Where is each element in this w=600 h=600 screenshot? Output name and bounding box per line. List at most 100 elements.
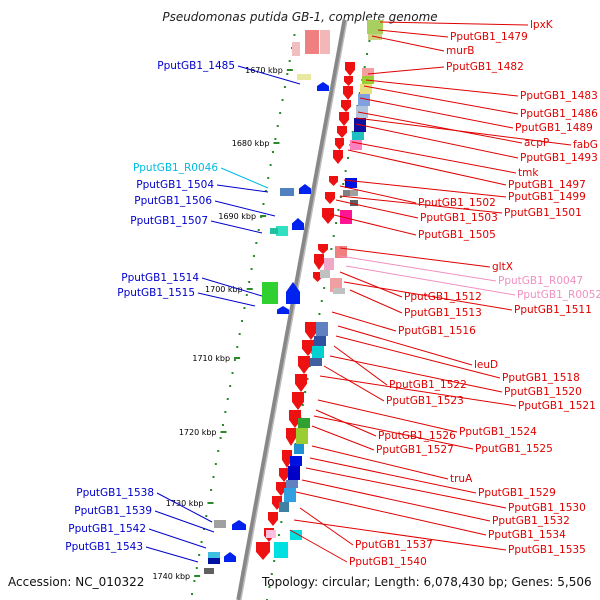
guide-dot-left xyxy=(279,112,282,114)
gene-label-pputgb1-1530[interactable]: PputGB1_1530 xyxy=(508,502,586,514)
plus-strand-gene-arrow xyxy=(318,244,328,254)
guide-dot-right xyxy=(320,300,323,302)
guide-dot-right xyxy=(363,66,366,68)
scale-tick-label: 1670 kbp xyxy=(245,66,283,75)
gene-label-pputgb1-1483[interactable]: PputGB1_1483 xyxy=(520,90,598,102)
gene-label-pputgb1-1523[interactable]: PputGB1_1523 xyxy=(386,395,464,407)
gene-label-pputgb1-1516[interactable]: PputGB1_1516 xyxy=(398,325,476,337)
leader-line xyxy=(339,195,503,214)
gene-label-pputgb1-1526[interactable]: PputGB1_1526 xyxy=(378,430,456,442)
gene-label-leud[interactable]: leuD xyxy=(474,359,498,371)
genome-backbone-highlight xyxy=(240,19,348,600)
leader-line xyxy=(220,167,269,189)
leader-line xyxy=(379,21,529,26)
gene-label-pputgb1-1529[interactable]: PputGB1_1529 xyxy=(478,487,556,499)
gene-label-pputgb1-1489[interactable]: PputGB1_1489 xyxy=(515,122,593,134)
gene-label-murb[interactable]: murB xyxy=(446,45,474,57)
gene-domain-box xyxy=(266,530,276,538)
guide-dot-left xyxy=(243,307,246,309)
gene-label-pputgb1-1515[interactable]: PputGB1_1515 xyxy=(117,287,195,299)
gene-label-pputgb1-1520[interactable]: PputGB1_1520 xyxy=(504,386,582,398)
gene-label-pputgb1-1534[interactable]: PputGB1_1534 xyxy=(488,529,566,541)
guide-dot-right xyxy=(339,196,342,198)
gene-label-pputgb1-1540[interactable]: PputGB1_1540 xyxy=(349,556,427,568)
gene-label-pputgb1-1503[interactable]: PputGB1_1503 xyxy=(420,212,498,224)
gene-label-pputgb1-1538[interactable]: PputGB1_1538 xyxy=(76,487,154,499)
gene-label-pputgb1-1542[interactable]: PputGB1_1542 xyxy=(68,523,146,535)
gene-label-pputgb1-1497[interactable]: PputGB1_1497 xyxy=(508,179,586,191)
gene-label-pputgb1-1543[interactable]: PputGB1_1543 xyxy=(65,541,143,553)
gene-domain-box xyxy=(208,558,220,564)
gene-domain-box xyxy=(290,530,302,540)
gene-label-pputgb1-1527[interactable]: PputGB1_1527 xyxy=(376,444,454,456)
gene-label-pputgb1-1521[interactable]: PputGB1_1521 xyxy=(518,400,596,412)
gene-label-pputgb1-1513[interactable]: PputGB1_1513 xyxy=(404,307,482,319)
gene-domain-box xyxy=(350,140,362,150)
gene-domain-box xyxy=(350,190,358,196)
leader-line xyxy=(237,65,301,85)
plus-strand-gene-arrow xyxy=(256,542,270,560)
gene-label-pputgb1-1493[interactable]: PputGB1_1493 xyxy=(520,152,598,164)
gene-label-pputgb1-r0047[interactable]: PputGB1_R0047 xyxy=(498,275,583,287)
plus-strand-gene-arrow xyxy=(313,272,322,282)
guide-dot-left xyxy=(229,385,232,387)
gene-label-pputgb1-1539[interactable]: PputGB1_1539 xyxy=(74,505,152,517)
gene-label-fabg[interactable]: fabG xyxy=(573,139,598,151)
plus-strand-gene-arrow xyxy=(322,208,334,224)
plus-strand-gene-arrow xyxy=(343,86,353,100)
genome-backbone xyxy=(236,19,348,600)
plus-strand-gene-arrow xyxy=(276,482,286,496)
gene-domain-box xyxy=(274,542,288,558)
gene-label-pputgb1-1501[interactable]: PputGB1_1501 xyxy=(504,207,582,219)
guide-dot-left xyxy=(272,151,275,153)
gene-label-trua[interactable]: truA xyxy=(450,473,473,485)
gene-label-pputgb1-1532[interactable]: PputGB1_1532 xyxy=(492,515,570,527)
guide-dot-left xyxy=(202,528,205,530)
gene-label-pputgb1-1504[interactable]: PputGB1_1504 xyxy=(136,179,214,191)
gene-label-pputgb1-1525[interactable]: PputGB1_1525 xyxy=(475,443,553,455)
gene-label-tmk[interactable]: tmk xyxy=(518,167,539,179)
plus-strand-gene-arrow xyxy=(305,322,317,340)
leader-line xyxy=(355,117,572,146)
guide-dot-right xyxy=(273,560,276,562)
gene-label-pputgb1-1514[interactable]: PputGB1_1514 xyxy=(121,272,199,284)
leader-line xyxy=(347,149,507,186)
gene-label-pputgb1-1506[interactable]: PputGB1_1506 xyxy=(134,195,212,207)
gene-domain-box xyxy=(360,84,372,94)
gene-label-gltx[interactable]: gltX xyxy=(492,261,513,273)
gene-label-lpxk[interactable]: lpxK xyxy=(530,19,554,31)
gene-label-pputgb1-1522[interactable]: PputGB1_1522 xyxy=(389,379,467,391)
gene-label-pputgb1-1485[interactable]: PputGB1_1485 xyxy=(157,60,235,72)
plus-strand-gene-arrow xyxy=(279,468,289,482)
leader-line xyxy=(216,184,269,193)
leader-line xyxy=(293,519,507,551)
leader-line xyxy=(333,345,388,386)
gene-domain-box xyxy=(324,258,334,270)
leader-line xyxy=(331,311,397,332)
gene-label-pputgb1-1537[interactable]: PputGB1_1537 xyxy=(355,539,433,551)
gene-label-pputgb1-1512[interactable]: PputGB1_1512 xyxy=(404,291,482,303)
scale-tick-label: 1690 kbp xyxy=(218,212,256,221)
gene-label-pputgb1-1535[interactable]: PputGB1_1535 xyxy=(508,544,586,556)
gene-label-pputgb1-1507[interactable]: PputGB1_1507 xyxy=(130,215,208,227)
guide-dot-right xyxy=(270,573,273,575)
gene-label-pputgb1-1482[interactable]: PputGB1_1482 xyxy=(446,61,524,73)
gene-label-pputgb1-1505[interactable]: PputGB1_1505 xyxy=(418,229,496,241)
gene-label-acpp[interactable]: acpP xyxy=(524,137,549,149)
gene-label-pputgb1-r0046[interactable]: PputGB1_R0046 xyxy=(133,162,218,174)
gene-domain-box xyxy=(340,210,352,224)
guide-dot-left xyxy=(262,203,265,205)
gene-label-pputgb1-1502[interactable]: PputGB1_1502 xyxy=(418,197,496,209)
gene-label-pputgb1-1486[interactable]: PputGB1_1486 xyxy=(520,108,598,120)
gene-domain-box xyxy=(288,466,300,480)
gene-label-pputgb1-1479[interactable]: PputGB1_1479 xyxy=(450,31,528,43)
leader-line xyxy=(305,467,507,509)
gene-label-pputgb1-1511[interactable]: PputGB1_1511 xyxy=(514,304,592,316)
gene-label-pputgb1-1524[interactable]: PputGB1_1524 xyxy=(459,426,537,438)
guide-dot-right xyxy=(344,170,347,172)
gene-label-pputgb1-r0052[interactable]: PputGB1_R0052 xyxy=(517,289,600,301)
gene-label-pputgb1-1518[interactable]: PputGB1_1518 xyxy=(502,372,580,384)
guide-dot-left xyxy=(255,242,258,244)
gene-label-pputgb1-1499[interactable]: PputGB1_1499 xyxy=(508,191,586,203)
